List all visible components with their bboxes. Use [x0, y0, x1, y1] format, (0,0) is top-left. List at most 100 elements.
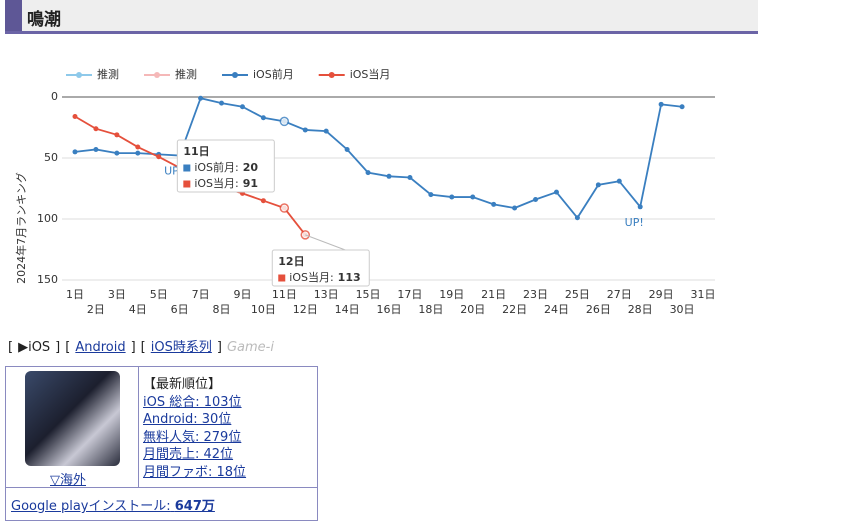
data-point — [260, 115, 266, 121]
x-tick-label: 31日 — [691, 288, 716, 301]
nav-text: ] — [216, 340, 222, 355]
data-point — [616, 178, 622, 184]
tooltip-title: 11日 — [183, 145, 209, 158]
rank-link[interactable]: 月間ファボ: 18位 — [143, 464, 247, 480]
tooltip-label: iOS当月: — [194, 176, 238, 190]
x-tick-label: 22日 — [502, 303, 527, 316]
data-point — [344, 146, 350, 152]
data-point — [574, 215, 580, 221]
chart: 2024年7月ランキング 0 50 100 150 1日2日3日4日5日6日7日8日9日… — [14, 67, 716, 316]
data-point — [72, 149, 78, 155]
header-accent — [5, 0, 22, 31]
x-tick-label: 19日 — [439, 288, 464, 301]
annotation: UP! — [625, 216, 644, 229]
data-point — [156, 154, 162, 160]
tooltip-swatch — [278, 274, 286, 282]
data-point — [239, 104, 245, 110]
header: 鳴潮 — [5, 0, 758, 34]
legend-dot — [154, 72, 160, 78]
nav-text: [ — [140, 340, 146, 355]
data-point — [135, 144, 141, 150]
install-link[interactable]: Google playインストール: 647万 — [11, 495, 215, 514]
rank-list: 【最新順位】 iOS 総合: 103位 Android: 30位 無料人気: 279位… — [143, 376, 246, 482]
nav-source: Game-i — [226, 340, 274, 355]
data-point — [533, 196, 539, 202]
divider — [6, 487, 317, 488]
x-tick-label: 30日 — [670, 303, 695, 316]
x-tick-label: 9日 — [233, 288, 251, 301]
data-point — [302, 127, 308, 133]
x-tick-label: 25日 — [565, 288, 590, 301]
nav: [ ▶iOS] [ Android] [ iOS時系列] Game-i — [8, 336, 279, 355]
data-point — [219, 100, 225, 106]
x-tick-label: 20日 — [460, 303, 485, 316]
tooltip-label: iOS当月: — [289, 270, 333, 284]
data-point — [114, 132, 120, 138]
install-label: Google playインストール: — [11, 499, 171, 514]
y-tick-label: 150 — [37, 273, 58, 286]
x-tick-label: 3日 — [108, 288, 126, 301]
legend-label: 推測 — [175, 67, 197, 81]
data-point — [595, 182, 601, 188]
x-tick-label: 10日 — [251, 303, 276, 316]
data-point — [260, 198, 266, 204]
legend-dot — [76, 72, 82, 78]
overseas-link[interactable]: ▽海外 — [50, 473, 86, 488]
x-tick-label: 8日 — [213, 303, 231, 316]
tooltip-label: iOS前月: — [194, 160, 238, 174]
rank-link[interactable]: 月間売上: 42位 — [143, 447, 234, 463]
install-value: 647万 — [174, 499, 215, 514]
rank-link[interactable]: iOS 総合: 103位 — [143, 394, 242, 410]
data-point — [449, 194, 455, 200]
y-axis-label: 2024年7月ランキング — [14, 172, 28, 284]
legend-label: iOS前月 — [253, 67, 294, 81]
nav-text: ] — [55, 340, 61, 355]
x-tick-label: 23日 — [523, 288, 548, 301]
tooltip-row: iOS前月: 20 — [194, 160, 258, 174]
data-point — [72, 114, 78, 120]
nav-text: ▶iOS — [18, 340, 51, 355]
tooltip-row: iOS当月: 113 — [289, 270, 360, 284]
tooltip-title: 12日 — [278, 255, 304, 268]
highlight-point — [279, 116, 290, 127]
data-point — [135, 150, 141, 156]
data-point — [428, 192, 434, 198]
x-tick-label: 21日 — [481, 288, 506, 301]
data-point — [470, 194, 476, 200]
x-tick-label: 28日 — [628, 303, 653, 316]
nav-link[interactable]: Android — [75, 340, 126, 355]
tooltip-value: 91 — [243, 177, 258, 190]
x-tick-label: 26日 — [586, 303, 611, 316]
series-line — [74, 97, 683, 220]
nav-text: [ — [65, 340, 71, 355]
tooltip — [176, 139, 275, 193]
tooltip-pointer — [305, 234, 346, 251]
rank-link[interactable]: 無料人気: 279位 — [143, 429, 242, 445]
data-point — [386, 173, 392, 179]
rank-link[interactable]: Android: 30位 — [143, 412, 232, 428]
x-tick-label: 13日 — [314, 288, 339, 301]
x-tick-label: 6日 — [171, 303, 189, 316]
data-point — [491, 201, 497, 207]
data-point — [365, 170, 371, 176]
data-point — [198, 95, 204, 101]
game-icon[interactable] — [25, 371, 120, 466]
x-tick-label: 29日 — [649, 288, 674, 301]
data-point — [407, 175, 413, 181]
nav-text: ] — [130, 340, 136, 355]
x-tick-label: 17日 — [397, 288, 422, 301]
data-point — [637, 204, 643, 210]
x-tick-label: 27日 — [607, 288, 632, 301]
highlight-point — [279, 203, 290, 213]
tooltip-swatch — [183, 164, 191, 172]
legend-label: iOS当月 — [350, 67, 391, 81]
nav-text: [ — [8, 340, 14, 355]
header-title: 鳴潮 — [27, 10, 61, 30]
x-tick-label: 5日 — [150, 288, 168, 301]
x-tick-label: 1日 — [66, 288, 84, 301]
x-tick-label: 14日 — [335, 303, 360, 316]
data-point — [553, 189, 559, 195]
nav-link[interactable]: iOS時系列 — [150, 340, 212, 355]
legend-dot — [232, 72, 238, 78]
